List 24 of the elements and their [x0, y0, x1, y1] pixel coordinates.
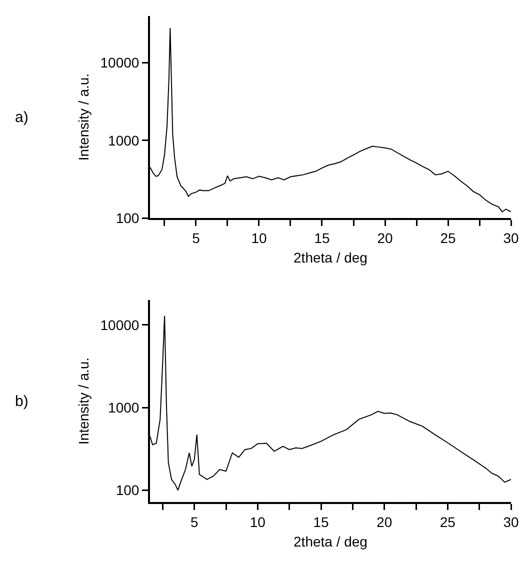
x-tick-label: 5 [192, 230, 200, 246]
x-tick-label: 25 [440, 514, 456, 530]
x-tick-label: 10 [251, 230, 267, 246]
x-tick-label: 10 [250, 514, 266, 530]
x-tick-label: 20 [377, 230, 393, 246]
y-axis-title: Intensity / a.u. [75, 357, 92, 445]
y-tick-label: 100 [116, 210, 140, 226]
text: a) [15, 109, 28, 126]
text: b) [15, 393, 28, 410]
x-tick-label: 15 [314, 230, 330, 246]
y-tick-label: 10000 [100, 316, 140, 333]
y-tick-label: 100 [116, 482, 140, 498]
x-tick-label: 30 [503, 514, 519, 530]
y-tick-label: 10000 [100, 54, 140, 71]
x-axis-title: 2theta / deg [294, 534, 368, 550]
x-tick-label: 20 [376, 514, 392, 530]
x-tick-label: 25 [440, 230, 456, 246]
y-tick-label: 1000 [108, 132, 140, 148]
x-tick-label: 5 [190, 514, 198, 530]
y-tick-label: 1000 [108, 399, 140, 416]
x-tick-label: 15 [313, 514, 329, 530]
x-axis-title: 2theta / deg [294, 250, 368, 266]
x-tick-label: 30 [503, 230, 519, 246]
y-axis-title: Intensity / a.u. [75, 73, 92, 161]
